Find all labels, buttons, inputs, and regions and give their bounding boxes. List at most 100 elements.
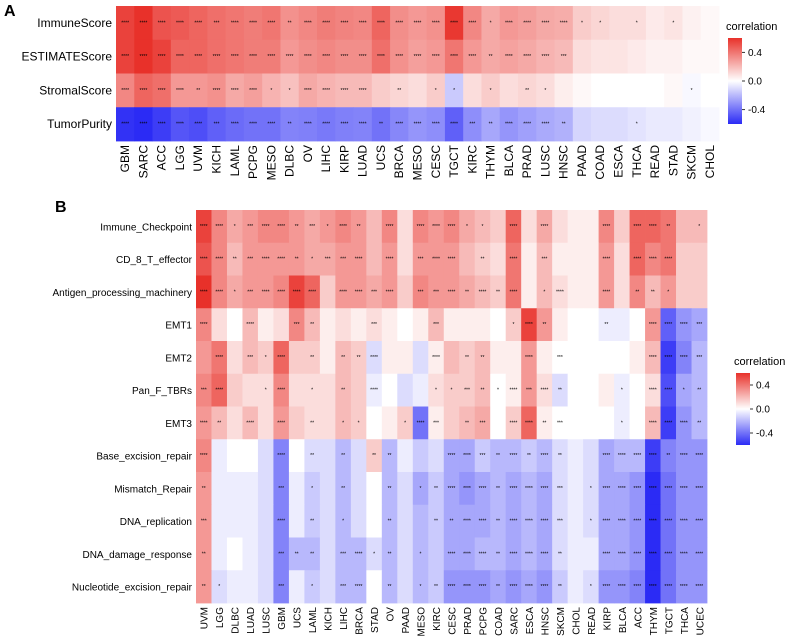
heat-cell	[288, 537, 305, 571]
heat-cell	[567, 242, 584, 276]
significance-mark: **	[481, 355, 485, 361]
heat-cell	[280, 73, 300, 108]
heat-cell	[381, 472, 398, 506]
heat-cell	[474, 537, 491, 571]
heat-cell	[598, 472, 615, 506]
heat-cell	[583, 341, 600, 375]
significance-mark: **	[666, 224, 670, 230]
heat-cell	[381, 308, 398, 342]
significance-mark: ****	[618, 551, 626, 557]
heat-cell	[676, 504, 692, 538]
significance-mark: *	[453, 88, 455, 94]
heat-cell	[676, 275, 692, 309]
heat-cell	[381, 406, 398, 440]
heat-cell	[645, 6, 665, 41]
heat-cell	[335, 373, 352, 407]
significance-mark: **	[635, 289, 639, 295]
significance-mark: *	[234, 289, 236, 295]
significance-mark: ****	[432, 355, 440, 361]
heat-cell	[682, 6, 702, 41]
significance-mark: ****	[355, 551, 363, 557]
significance-mark: ***	[541, 257, 547, 263]
column-label: PAAD	[401, 607, 412, 634]
significance-mark: *	[311, 584, 313, 590]
heat-cell	[242, 406, 259, 440]
significance-mark: *	[234, 224, 236, 230]
heat-cell	[298, 39, 318, 74]
significance-mark: ****	[121, 122, 129, 128]
significance-mark: **	[489, 54, 493, 60]
heat-cell	[682, 73, 702, 108]
significance-mark: ***	[294, 322, 300, 328]
significance-mark: ****	[231, 20, 239, 26]
significance-mark: ****	[448, 584, 456, 590]
significance-mark: **	[562, 122, 566, 128]
significance-mark: *	[342, 519, 344, 525]
significance-mark: ****	[194, 20, 202, 26]
significance-mark: ****	[355, 289, 363, 295]
heat-cell	[567, 570, 584, 604]
row-label: ImmuneScore	[37, 16, 112, 30]
significance-mark: ****	[560, 20, 568, 26]
heat-cell	[459, 504, 476, 538]
column-label: THCA	[680, 607, 691, 635]
significance-mark: **	[481, 388, 485, 394]
heat-cell	[381, 242, 398, 276]
heat-cell	[226, 504, 243, 538]
significance-mark: ****	[633, 551, 641, 557]
significance-mark: ****	[649, 453, 657, 459]
heat-cell	[257, 242, 274, 276]
heat-cell	[381, 373, 398, 407]
heat-cell	[262, 6, 281, 41]
heat-cell	[505, 275, 522, 309]
significance-mark: ***	[696, 355, 702, 361]
heat-cell	[481, 39, 501, 74]
heat-cell	[614, 373, 630, 407]
heat-cell	[629, 504, 646, 538]
significance-mark: **	[558, 453, 562, 459]
heat-cell	[335, 39, 354, 74]
significance-mark: **	[434, 584, 438, 590]
significance-mark: ***	[309, 224, 315, 230]
column-label: PCPG	[478, 607, 489, 636]
heat-cell	[490, 275, 507, 309]
heat-cell	[207, 6, 227, 41]
heat-cell	[257, 570, 274, 604]
column-label: READ	[648, 145, 662, 179]
significance-mark: ****	[386, 224, 394, 230]
significance-mark: *	[698, 224, 700, 230]
heat-cell	[583, 406, 600, 440]
significance-mark: ****	[448, 257, 456, 263]
significance-mark: ****	[680, 584, 688, 590]
significance-mark: ****	[176, 122, 184, 128]
significance-mark: ***	[433, 322, 439, 328]
heat-cell	[521, 504, 538, 538]
heat-cell	[474, 439, 491, 473]
heat-cell	[660, 373, 677, 407]
significance-mark: **	[372, 453, 376, 459]
heat-cell	[629, 308, 646, 342]
significance-mark: ****	[649, 486, 657, 492]
heat-cell	[614, 406, 630, 440]
heat-cell	[572, 107, 592, 142]
significance-mark: ****	[633, 486, 641, 492]
heat-cell	[116, 39, 135, 74]
significance-mark: ****	[267, 122, 275, 128]
heat-cell	[629, 210, 646, 244]
significance-mark: ****	[308, 289, 316, 295]
significance-mark: ****	[395, 122, 403, 128]
column-label: TGCT	[664, 607, 675, 634]
heat-cell	[226, 275, 243, 309]
significance-mark: **	[310, 322, 314, 328]
significance-mark: ****	[649, 551, 657, 557]
heat-cell	[273, 210, 290, 244]
heat-cell	[273, 275, 290, 309]
heat-cell	[381, 570, 398, 604]
significance-mark: ****	[176, 88, 184, 94]
heat-cell	[567, 406, 584, 440]
heat-cell	[481, 6, 501, 41]
significance-mark: ****	[231, 54, 239, 60]
heat-cell	[242, 308, 259, 342]
heat-cell	[521, 308, 538, 342]
